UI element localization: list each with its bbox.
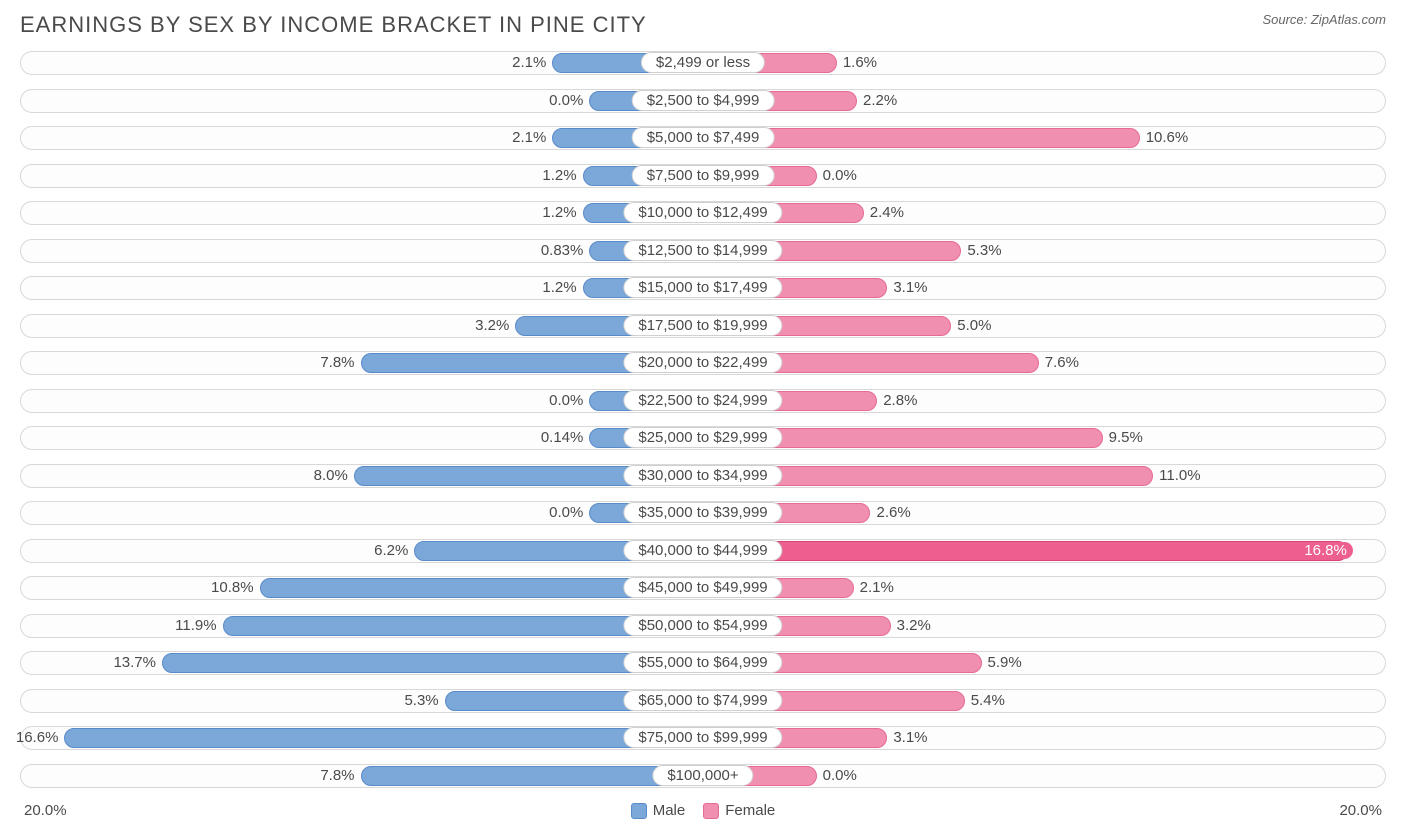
male-value: 3.2% [475,317,509,334]
axis-max-left: 20.0% [24,802,67,819]
category-label: $40,000 to $44,999 [623,540,782,561]
female-value: 0.0% [823,767,857,784]
chart-row: 7.8% 0.0% $100,000+ [20,759,1386,793]
category-label: $22,500 to $24,999 [623,390,782,411]
male-value: 7.8% [320,354,354,371]
chart-row: 2.1% 1.6% $2,499 or less [20,46,1386,80]
male-value: 0.0% [549,392,583,409]
female-value: 16.8% [1298,542,1353,559]
legend-female: Female [703,802,775,819]
male-value: 2.1% [512,54,546,71]
category-label: $100,000+ [652,765,753,786]
category-label: $50,000 to $54,999 [623,615,782,636]
category-label: $2,499 or less [641,52,765,73]
swatch-male-icon [631,803,647,819]
chart-title: EARNINGS BY SEX BY INCOME BRACKET IN PIN… [20,12,647,38]
chart-row: 3.2% 5.0% $17,500 to $19,999 [20,309,1386,343]
male-value: 5.3% [404,692,438,709]
male-value: 11.9% [175,617,216,634]
legend-female-label: Female [725,802,775,819]
chart-row: 1.2% 2.4% $10,000 to $12,499 [20,196,1386,230]
chart-row: 16.6%3.1%$75,000 to $99,999 [20,721,1386,755]
legend-male: Male [631,802,686,819]
female-value: 5.4% [971,692,1005,709]
chart-row: 0.0% 2.2% $2,500 to $4,999 [20,84,1386,118]
female-value: 2.6% [876,504,910,521]
female-value: 5.3% [967,242,1001,259]
male-value: 0.0% [549,504,583,521]
male-value: 0.14% [541,429,584,446]
chart-row: 0.0% 2.8% $22,500 to $24,999 [20,384,1386,418]
chart-row: 1.2% 0.0% $7,500 to $9,999 [20,159,1386,193]
chart-row: 0.14% 9.5% $25,000 to $29,999 [20,421,1386,455]
female-value: 9.5% [1109,429,1143,446]
male-value: 6.2% [374,542,408,559]
male-bar [64,728,703,748]
swatch-female-icon [703,803,719,819]
category-label: $65,000 to $74,999 [623,690,782,711]
chart-row: 0.0% 2.6% $35,000 to $39,999 [20,496,1386,530]
chart-row: 11.9% 3.2% $50,000 to $54,999 [20,609,1386,643]
female-value: 2.4% [870,204,904,221]
chart-row: 1.2% 3.1% $15,000 to $17,499 [20,271,1386,305]
chart-row: 13.7% 5.9% $55,000 to $64,999 [20,646,1386,680]
legend: Male Female [631,802,776,819]
female-value: 3.1% [893,279,927,296]
female-value: 3.2% [897,617,931,634]
female-value: 5.9% [988,654,1022,671]
category-label: $35,000 to $39,999 [623,502,782,523]
male-value: 8.0% [314,467,348,484]
male-value: 10.8% [211,579,254,596]
female-value: 5.0% [957,317,991,334]
male-value: 1.2% [542,279,576,296]
category-label: $7,500 to $9,999 [632,165,775,186]
chart-row: 2.1% 10.6% $5,000 to $7,499 [20,121,1386,155]
male-value: 1.2% [542,204,576,221]
male-value: 7.8% [320,767,354,784]
category-label: $45,000 to $49,999 [623,577,782,598]
chart-row: 8.0% 11.0% $30,000 to $34,999 [20,459,1386,493]
female-value: 10.6% [1146,129,1189,146]
female-value: 0.0% [823,167,857,184]
female-value: 2.1% [860,579,894,596]
category-label: $75,000 to $99,999 [623,727,782,748]
female-value: 2.8% [883,392,917,409]
category-label: $10,000 to $12,499 [623,202,782,223]
female-bar [703,541,1348,561]
category-label: $20,000 to $22,499 [623,352,782,373]
category-label: $5,000 to $7,499 [632,127,775,148]
legend-male-label: Male [653,802,686,819]
female-value: 3.1% [893,729,927,746]
category-label: $55,000 to $64,999 [623,652,782,673]
male-value: 2.1% [512,129,546,146]
male-value: 16.6% [16,729,59,746]
chart-row: 7.8% 7.6% $20,000 to $22,499 [20,346,1386,380]
male-bar [162,653,703,673]
category-label: $2,500 to $4,999 [632,90,775,111]
male-value: 1.2% [542,167,576,184]
category-label: $25,000 to $29,999 [623,427,782,448]
male-value: 0.83% [541,242,584,259]
male-value: 13.7% [113,654,156,671]
female-value: 7.6% [1045,354,1079,371]
chart-footer: 20.0% Male Female 20.0% [0,796,1406,819]
category-label: $15,000 to $17,499 [623,277,782,298]
female-value: 1.6% [843,54,877,71]
chart-body: 2.1% 1.6% $2,499 or less 0.0% 2.2% $2,500 to … [0,46,1406,793]
chart-row: 10.8% 2.1% $45,000 to $49,999 [20,571,1386,605]
category-label: $12,500 to $14,999 [623,240,782,261]
female-value: 11.0% [1159,467,1200,484]
category-label: $30,000 to $34,999 [623,465,782,486]
chart-row: 6.2% 16.8% $40,000 to $44,999 [20,534,1386,568]
category-label: $17,500 to $19,999 [623,315,782,336]
chart-row: 5.3% 5.4% $65,000 to $74,999 [20,684,1386,718]
axis-max-right: 20.0% [1339,802,1382,819]
chart-row: 0.83% 5.3% $12,500 to $14,999 [20,234,1386,268]
female-value: 2.2% [863,92,897,109]
source-attribution: Source: ZipAtlas.com [1262,12,1386,27]
male-value: 0.0% [549,92,583,109]
